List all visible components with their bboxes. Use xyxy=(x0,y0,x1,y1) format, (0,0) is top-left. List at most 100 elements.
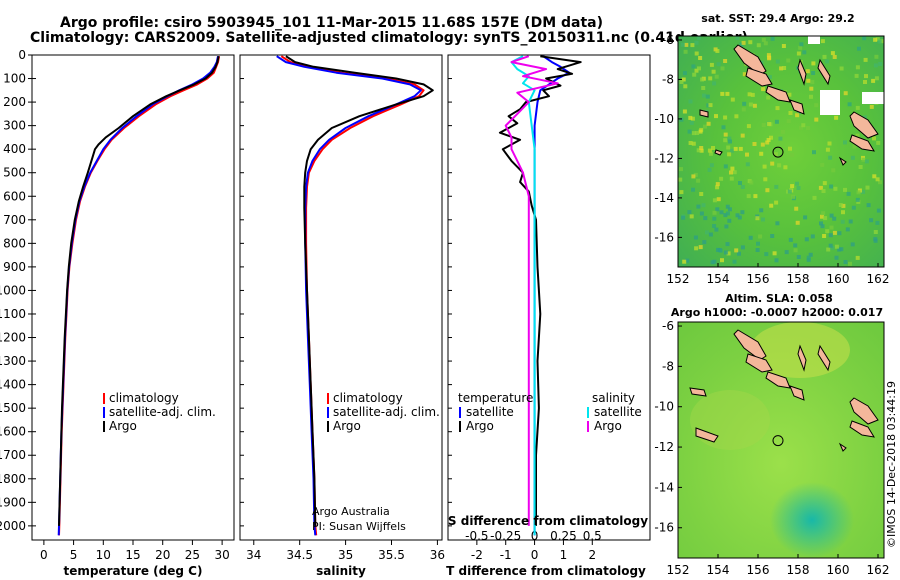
depth-tick-label: 1400 xyxy=(0,378,26,392)
sst-pixel xyxy=(742,101,747,106)
x-tick-label: 1 xyxy=(560,548,568,562)
x2-tick-label: -0.5 xyxy=(465,529,488,543)
sst-pixel xyxy=(811,71,816,75)
sst-pixel xyxy=(741,107,746,112)
sst-pixel xyxy=(819,221,823,226)
sst-pixel xyxy=(770,36,775,41)
sst-pixel xyxy=(775,59,780,64)
series-line xyxy=(498,55,582,526)
sst-pixel xyxy=(839,66,844,71)
x-tick-label: 35.5 xyxy=(378,548,405,562)
sst-pixel xyxy=(699,148,704,153)
sla-map-panel: Altim. SLA: 0.058 Argo h1000: -0.0007 h2… xyxy=(654,292,889,577)
map-x-tick-label: 162 xyxy=(867,563,890,577)
sst-pixel xyxy=(708,151,713,156)
sst-pixel xyxy=(702,93,707,98)
sst-pixel xyxy=(761,37,766,42)
sst-pixel xyxy=(820,224,825,229)
sst-pixel xyxy=(691,141,696,146)
difference-plot-frame xyxy=(447,54,651,541)
sst-pixel xyxy=(848,261,852,266)
sst-pixel xyxy=(748,40,753,45)
sst-pixel xyxy=(709,163,714,168)
sst-pixel xyxy=(709,62,714,67)
sst-pixel xyxy=(684,42,689,47)
sst-pixel xyxy=(828,155,833,160)
sst-pixel xyxy=(715,207,720,212)
sst-pixel xyxy=(729,148,734,153)
sst-pixel xyxy=(821,189,826,193)
difference-x-ticks: -2 -1 0 1 2 xyxy=(471,540,596,562)
sst-pixel xyxy=(705,230,709,235)
sst-pixel xyxy=(715,185,720,190)
sst-pixel xyxy=(862,36,867,41)
sst-pixel xyxy=(879,39,884,44)
sst-pixel xyxy=(810,80,815,85)
sst-pixel xyxy=(818,185,823,190)
sst-pixel xyxy=(783,165,788,170)
sst-pixel xyxy=(825,147,830,152)
sla-map-title: Altim. SLA: 0.058 xyxy=(725,292,832,305)
sst-pixel xyxy=(764,252,769,257)
sst-pixel xyxy=(855,105,860,110)
x-tick-label: 5 xyxy=(70,548,78,562)
sst-pixel xyxy=(727,152,732,157)
sst-pixel xyxy=(871,78,876,83)
sst-pixel xyxy=(861,157,866,162)
map-y-tick-label: -8 xyxy=(662,359,674,373)
sst-pixel xyxy=(689,214,694,219)
sst-pixel xyxy=(690,116,695,121)
depth-tick-label: 100 xyxy=(3,72,26,86)
sst-pixel xyxy=(793,243,798,248)
sst-pixel xyxy=(738,146,743,151)
sst-pixel xyxy=(748,235,753,240)
series-line xyxy=(58,56,220,526)
sst-pixel xyxy=(806,126,810,130)
sst-pixel xyxy=(814,103,819,108)
sst-pixel xyxy=(703,124,707,129)
sst-pixel xyxy=(691,174,696,179)
sst-pixel xyxy=(679,190,684,195)
sst-pixel xyxy=(712,210,717,215)
sst-pixel xyxy=(691,131,696,136)
pi-label: PI: Susan Wijffels xyxy=(312,520,406,533)
sst-pixel xyxy=(779,66,784,71)
sst-pixel xyxy=(688,99,693,104)
sst-pixel xyxy=(734,114,739,119)
header-line-2: Climatology: CARS2009. Satellite-adjuste… xyxy=(30,30,748,46)
sst-pixel xyxy=(716,197,721,202)
sst-pixel xyxy=(855,197,860,202)
sst-pixel xyxy=(716,247,720,252)
sst-map-ticks: 152 154 156 158 160 162 -6 -8 -10 -12 -14 -16 xyxy=(654,33,889,286)
sst-pixel xyxy=(861,189,866,194)
x-tick-label: 34.5 xyxy=(286,548,313,562)
sst-pixel xyxy=(730,97,735,102)
sst-pixel xyxy=(725,204,730,209)
sst-pixel xyxy=(829,225,834,230)
sst-pixel xyxy=(831,168,836,173)
salinity-difference-label: S difference from climatology xyxy=(448,514,648,528)
sst-pixel xyxy=(697,66,701,71)
series-line xyxy=(504,55,559,526)
legend-title-salinity: salinity xyxy=(592,391,635,405)
map-y-tick-label: -6 xyxy=(662,33,674,47)
sst-pixel xyxy=(774,184,779,189)
sst-pixel xyxy=(742,72,747,77)
sst-pixel xyxy=(833,186,838,191)
sst-pixel xyxy=(875,37,880,42)
map-x-tick-label: 154 xyxy=(707,563,730,577)
sst-pixel xyxy=(876,208,881,213)
map-y-tick-label: -16 xyxy=(654,521,674,535)
sst-pixel xyxy=(723,59,728,63)
sst-pixel xyxy=(809,94,813,99)
sst-pixel xyxy=(869,104,874,109)
sst-pixel xyxy=(714,227,719,232)
depth-tick-label: 1800 xyxy=(0,472,26,486)
sst-pixel xyxy=(874,76,879,81)
sst-pixel xyxy=(688,141,693,145)
map-x-tick-label: 152 xyxy=(667,563,690,577)
sst-pixel xyxy=(756,241,760,246)
salinity-plot-frame xyxy=(239,54,443,541)
